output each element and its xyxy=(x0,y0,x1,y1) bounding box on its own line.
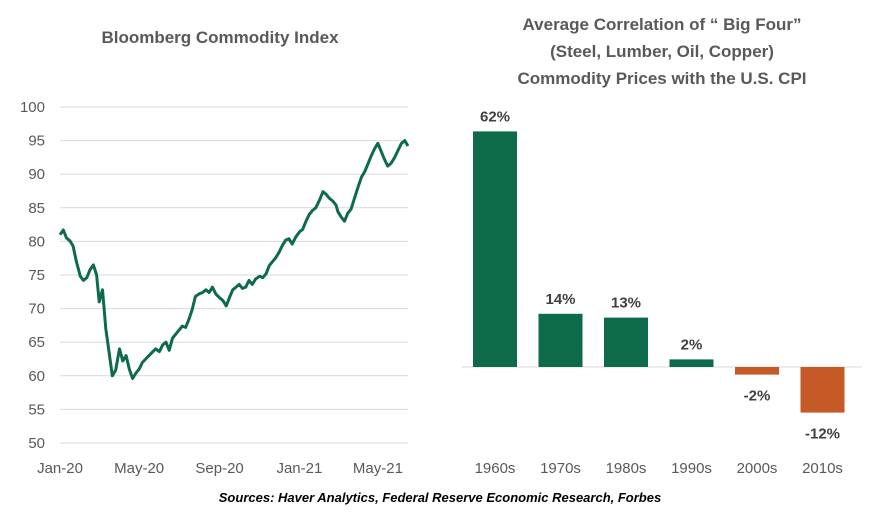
bar-category-label: 2010s xyxy=(802,460,843,477)
x-tick-label: May-20 xyxy=(114,460,164,477)
commodity-index-line xyxy=(58,139,410,380)
line-chart-series xyxy=(58,139,410,380)
y-tick-label: 100 xyxy=(20,99,45,116)
x-tick-label: Jan-21 xyxy=(276,460,322,477)
x-tick-label: Sep-20 xyxy=(195,460,243,477)
x-tick-label: Jan-20 xyxy=(37,460,83,477)
line-chart: Bloomberg Commodity Index 50 55 60 65 70 75 80… xyxy=(20,28,410,477)
line-chart-y-axis: 50 55 60 65 70 75 80 85 90 95 100 xyxy=(20,99,45,452)
bar-category-label: 1970s xyxy=(540,460,581,477)
bar-chart: Average Correlation of “ Big Four” (Stee… xyxy=(462,15,862,477)
y-tick-label: 90 xyxy=(28,166,45,183)
bar-chart-title-line-3: Commodity Prices with the U.S. CPI xyxy=(517,69,806,88)
bar-chart-title-line-1: Average Correlation of “ Big Four” xyxy=(523,15,802,34)
bar-value-label: 62% xyxy=(480,108,510,125)
y-tick-label: 50 xyxy=(28,435,45,452)
y-tick-label: 55 xyxy=(28,401,45,418)
y-tick-label: 85 xyxy=(28,200,45,217)
bar-category-label: 1990s xyxy=(671,460,712,477)
y-tick-label: 80 xyxy=(28,233,45,250)
bar-chart-title-line-2: (Steel, Lumber, Oil, Copper) xyxy=(550,42,774,61)
bar-category-label: 2000s xyxy=(737,460,778,477)
bar-1960s xyxy=(473,131,517,367)
bar-chart-bars: 62% 1960s 14% 1970s 13% 1980s 2% 1990s -2% 2000s -… xyxy=(462,108,862,477)
y-tick-label: 65 xyxy=(28,334,45,351)
bar-value-label: -2% xyxy=(744,388,771,405)
bar-1970s xyxy=(538,313,583,367)
source-note: Sources: Haver Analytics, Federal Reserv… xyxy=(219,490,661,505)
bar-1980s xyxy=(604,317,648,367)
line-chart-title: Bloomberg Commodity Index xyxy=(101,28,339,47)
bar-category-label: 1960s xyxy=(475,460,516,477)
bar-category-label: 1980s xyxy=(606,460,647,477)
bar-2000s xyxy=(735,367,779,375)
y-tick-label: 60 xyxy=(28,368,45,385)
line-chart-gridlines xyxy=(60,106,408,444)
bar-value-label: -12% xyxy=(805,426,840,443)
bar-value-label: 14% xyxy=(545,291,575,308)
bar-2010s xyxy=(800,367,845,413)
y-tick-label: 75 xyxy=(28,267,45,284)
y-tick-label: 70 xyxy=(28,301,45,318)
bar-value-label: 13% xyxy=(611,295,641,312)
line-chart-x-axis: Jan-20 May-20 Sep-20 Jan-21 May-21 xyxy=(37,460,403,477)
bar-value-label: 2% xyxy=(681,336,703,353)
x-tick-label: May-21 xyxy=(353,460,403,477)
bar-1990s xyxy=(669,359,714,367)
y-tick-label: 95 xyxy=(28,133,45,150)
